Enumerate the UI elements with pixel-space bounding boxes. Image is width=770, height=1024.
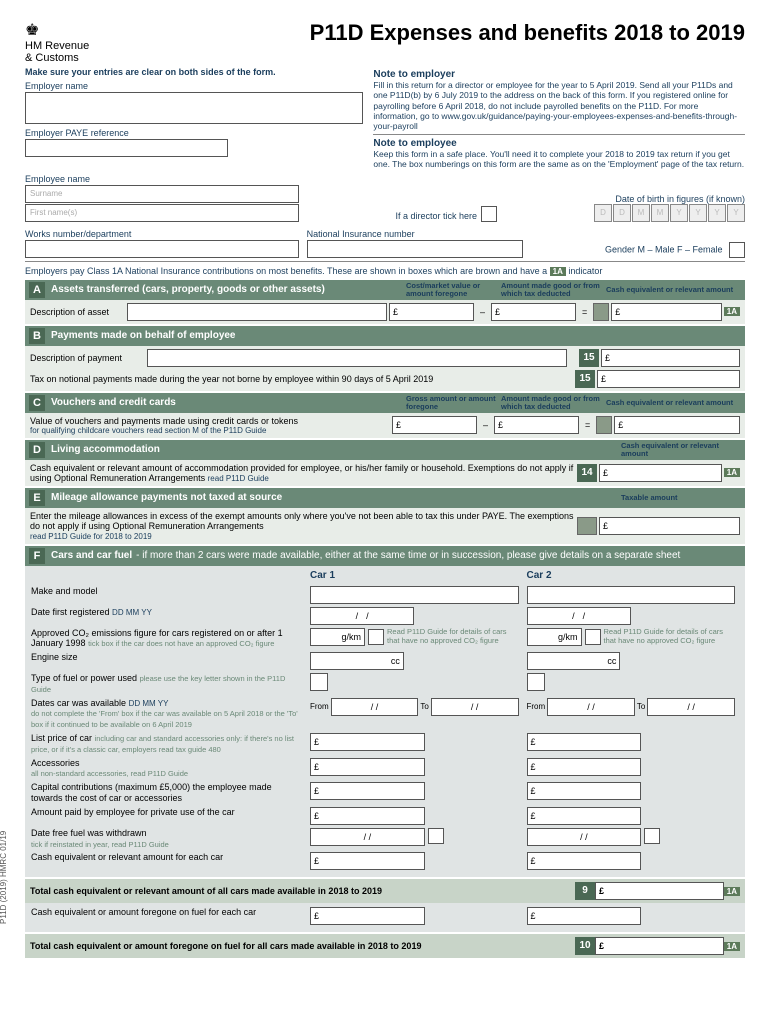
total-fuel-row: Total cash equivalent or amount foregone…: [25, 934, 745, 958]
asset-equiv-input[interactable]: £: [611, 303, 721, 321]
gender-label: Gender M – Male F – Female: [605, 244, 723, 254]
section-f-header: F Cars and car fuel - if more than 2 car…: [25, 546, 745, 566]
note-employee-title: Note to employee: [373, 138, 745, 149]
surname-input[interactable]: Surname: [25, 185, 299, 203]
crown-icon: ♚: [25, 20, 89, 40]
car1-header: Car 1: [306, 570, 523, 581]
gender-input[interactable]: [729, 242, 745, 258]
car1-datereg[interactable]: //: [310, 607, 414, 625]
voucher-deducted-input[interactable]: £: [494, 416, 579, 434]
car1-cashequiv[interactable]: £: [310, 852, 425, 870]
employer-name-input[interactable]: [25, 92, 363, 124]
director-checkbox[interactable]: [481, 206, 497, 222]
car2-engine[interactable]: cc: [527, 652, 621, 670]
mileage-text: Enter the mileage allowances in excess o…: [30, 511, 574, 531]
car1-make[interactable]: [310, 586, 519, 604]
car1-paid[interactable]: £: [310, 807, 425, 825]
tax-notional-input[interactable]: £: [597, 370, 740, 388]
car1-co2[interactable]: g/km: [310, 628, 365, 646]
employer-name-label: Employer name: [25, 81, 363, 91]
total-fuel-input[interactable]: £: [595, 937, 724, 955]
org-name-2: & Customs: [25, 52, 89, 64]
firstname-input[interactable]: First name(s): [25, 204, 299, 222]
section-b-header: BPayments made on behalf of employee: [25, 326, 745, 346]
accom-link: read P11D Guide: [208, 474, 269, 483]
section-d-header: D Living accommodation Cash equivalent o…: [25, 440, 745, 460]
director-label: If a director tick here: [396, 211, 478, 221]
car2-acc[interactable]: £: [527, 758, 642, 776]
car2-header: Car 2: [523, 570, 740, 581]
asset-cost-input[interactable]: £: [389, 303, 474, 321]
asset-deducted-input[interactable]: £: [491, 303, 576, 321]
voucher-line2: for qualifying childcare vouchers read s…: [30, 426, 390, 435]
form-ref: P11D (2019) HMRC 01/19: [0, 831, 8, 924]
car1-to[interactable]: / /: [431, 698, 519, 716]
org-name-1: HM Revenue: [25, 40, 89, 52]
asset-desc-label: Description of asset: [30, 307, 125, 317]
section-a-header: A Assets transferred (cars, property, go…: [25, 280, 745, 300]
car2-fuel[interactable]: [527, 673, 545, 691]
class1a-note: Employers pay Class 1A National Insuranc…: [25, 266, 745, 276]
voucher-line1: Value of vouchers and payments made usin…: [30, 416, 390, 426]
tax-notional-label: Tax on notional payments made during the…: [30, 374, 573, 384]
voucher-equiv-input[interactable]: £: [614, 416, 740, 434]
asset-equals-box: [593, 303, 609, 321]
instruction: Make sure your entries are clear on both…: [25, 67, 363, 77]
page-title: P11D Expenses and benefits 2018 to 2019: [310, 20, 745, 46]
mileage-input[interactable]: £: [599, 517, 740, 535]
payment-desc-label: Description of payment: [30, 353, 145, 363]
car2-fuelequiv[interactable]: £: [527, 907, 642, 925]
works-input[interactable]: [25, 240, 299, 258]
ni-input[interactable]: [307, 240, 523, 258]
payment-amount-input[interactable]: £: [601, 349, 740, 367]
box-15b: 15: [575, 370, 595, 388]
car2-make[interactable]: [527, 586, 736, 604]
note-employer-text: Fill in this return for a director or em…: [373, 80, 745, 131]
car1-fuelequiv[interactable]: £: [310, 907, 425, 925]
car2-co2-check[interactable]: [585, 629, 601, 645]
total-cars-input[interactable]: £: [595, 882, 724, 900]
dob-label: Date of birth in figures (if known): [594, 194, 745, 204]
car2-listprice[interactable]: £: [527, 733, 642, 751]
car1-engine[interactable]: cc: [310, 652, 404, 670]
car2-paid[interactable]: £: [527, 807, 642, 825]
voucher-gross-input[interactable]: £: [392, 416, 477, 434]
car2-co2[interactable]: g/km: [527, 628, 582, 646]
payment-desc-input[interactable]: [147, 349, 567, 367]
car1-acc[interactable]: £: [310, 758, 425, 776]
works-label: Works number/department: [25, 229, 299, 239]
car2-withdrawn[interactable]: / /: [527, 828, 642, 846]
note-employee-text: Keep this form in a safe place. You'll n…: [373, 149, 745, 169]
car1-capital[interactable]: £: [310, 782, 425, 800]
car2-from[interactable]: / /: [547, 698, 635, 716]
box-14: 14: [577, 464, 597, 482]
dob-input[interactable]: DD MM YY YY: [594, 204, 745, 222]
car1-fuel[interactable]: [310, 673, 328, 691]
paye-label: Employer PAYE reference: [25, 128, 363, 138]
mileage-link: read P11D Guide for 2018 to 2019: [30, 532, 152, 541]
asset-desc-input[interactable]: [127, 303, 387, 321]
section-e-header: E Mileage allowance payments not taxed a…: [25, 488, 745, 508]
car1-reinstate[interactable]: [428, 828, 444, 844]
car2-capital[interactable]: £: [527, 782, 642, 800]
employee-name-label: Employee name: [25, 174, 745, 184]
section-c-header: C Vouchers and credit cards Gross amount…: [25, 393, 745, 413]
ni-label: National Insurance number: [307, 229, 523, 239]
hmrc-logo: ♚ HM Revenue & Customs: [25, 20, 89, 64]
car2-reinstate[interactable]: [644, 828, 660, 844]
car1-from[interactable]: / /: [331, 698, 419, 716]
box-15a: 15: [579, 349, 599, 367]
accom-input[interactable]: £: [599, 464, 722, 482]
car1-co2-check[interactable]: [368, 629, 384, 645]
accom-text: Cash equivalent or relevant amount of ac…: [30, 463, 573, 483]
paye-input[interactable]: [25, 139, 228, 157]
note-employer-title: Note to employer: [373, 69, 745, 80]
total-cars-row: Total cash equivalent or relevant amount…: [25, 879, 745, 903]
car2-datereg[interactable]: //: [527, 607, 631, 625]
car1-listprice[interactable]: £: [310, 733, 425, 751]
car1-withdrawn[interactable]: / /: [310, 828, 425, 846]
make-label: Make and model: [31, 586, 306, 597]
car2-cashequiv[interactable]: £: [527, 852, 642, 870]
car2-to[interactable]: / /: [647, 698, 735, 716]
